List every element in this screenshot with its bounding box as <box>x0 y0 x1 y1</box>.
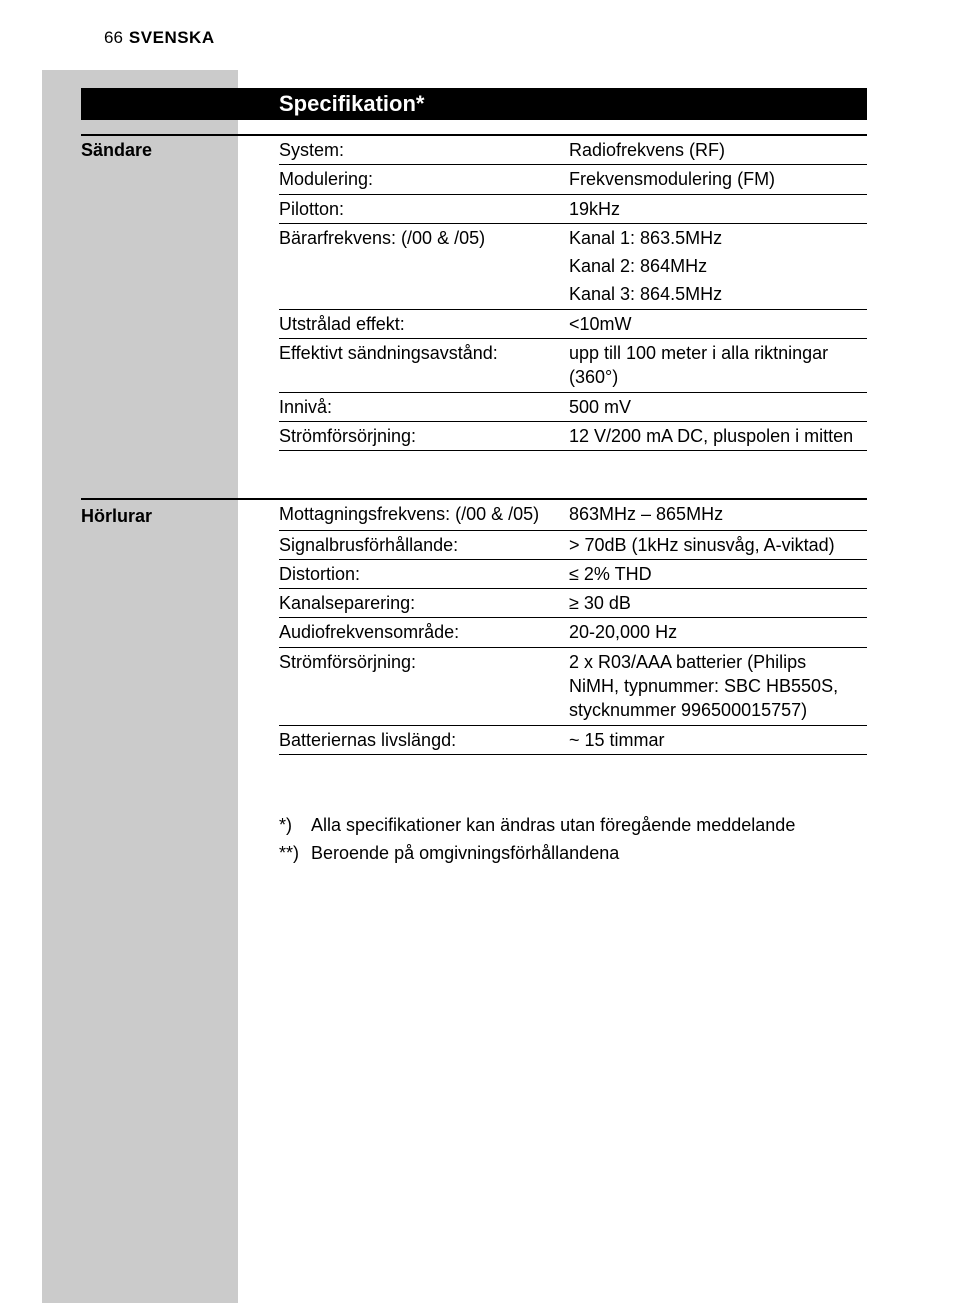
spec-label <box>279 252 569 280</box>
spec-label <box>279 280 569 309</box>
spec-label: Strömförsörjning: <box>279 647 569 725</box>
page-number: 66 <box>104 28 123 47</box>
spec-label: Mottagningsfrekvens: (/00 & /05) <box>279 499 569 530</box>
spec-row: Pilotton:19kHz <box>81 194 867 223</box>
spec-category <box>81 392 279 421</box>
spec-label: Strömförsörjning: <box>279 421 569 450</box>
spec-value: ≥ 30 dB <box>569 589 867 618</box>
spec-row: Strömförsörjning:2 x R03/AAA batterier (… <box>81 647 867 725</box>
section-title: Specifikation* <box>279 91 424 116</box>
spec-row: Utstrålad effekt:<10mW <box>81 309 867 338</box>
spec-category <box>81 165 279 194</box>
spec-value: ~ 15 timmar <box>569 725 867 754</box>
spec-value: Kanal 3: 864.5MHz <box>569 280 867 309</box>
spec-label: Modulering: <box>279 165 569 194</box>
spec-value: > 70dB (1kHz sinusvåg, A-viktad) <box>569 530 867 559</box>
spec-category <box>81 280 279 309</box>
footnote: *)Alla specifikationer kan ändras utan f… <box>279 813 867 837</box>
spec-row: Batteriernas livslängd:~ 15 timmar <box>81 725 867 754</box>
spec-row: Strömförsörjning:12 V/200 mA DC, pluspol… <box>81 421 867 450</box>
spec-row: Distortion:≤ 2% THD <box>81 559 867 588</box>
spec-category <box>81 725 279 754</box>
spec-value: upp till 100 meter i alla riktningar (36… <box>569 339 867 393</box>
spec-row: Modulering:Frekvensmodulering (FM) <box>81 165 867 194</box>
spec-row: Kanal 3: 864.5MHz <box>81 280 867 309</box>
spec-row: HörlurarMottagningsfrekvens: (/00 & /05)… <box>81 499 867 530</box>
spec-row: Effektivt sändningsavstånd:upp till 100 … <box>81 339 867 393</box>
spec-value: ≤ 2% THD <box>569 559 867 588</box>
spec-category <box>81 223 279 252</box>
spec-category <box>81 589 279 618</box>
spec-value: 2 x R03/AAA batterier (Philips NiMH, typ… <box>569 647 867 725</box>
spec-row: Kanal 2: 864MHz <box>81 252 867 280</box>
page-header: 66 SVENSKA <box>104 28 215 48</box>
spec-label: Bärarfrekvens: (/00 & /05) <box>279 223 569 252</box>
section-title-bar: Specifikation* <box>81 88 867 120</box>
spec-row: SändareSystem:Radiofrekvens (RF) <box>81 135 867 165</box>
footnote-text: Beroende på omgivningsförhållandena <box>311 841 619 865</box>
spec-value: <10mW <box>569 309 867 338</box>
spec-value: 19kHz <box>569 194 867 223</box>
spec-category <box>81 421 279 450</box>
spec-label: Kanalseparering: <box>279 589 569 618</box>
spec-label: Utstrålad effekt: <box>279 309 569 338</box>
content: SändareSystem:Radiofrekvens (RF)Moduleri… <box>81 134 867 870</box>
spec-value: 12 V/200 mA DC, pluspolen i mitten <box>569 421 867 450</box>
spec-row: Kanalseparering:≥ 30 dB <box>81 589 867 618</box>
spec-label: Batteriernas livslängd: <box>279 725 569 754</box>
spec-value: Frekvensmodulering (FM) <box>569 165 867 194</box>
footnote-mark: **) <box>279 841 311 865</box>
spec-value: Kanal 1: 863.5MHz <box>569 223 867 252</box>
spec-row: Innivå:500 mV <box>81 392 867 421</box>
page-language: SVENSKA <box>129 28 215 47</box>
footnote-mark: *) <box>279 813 311 837</box>
spec-value: Radiofrekvens (RF) <box>569 135 867 165</box>
spec-category <box>81 618 279 647</box>
spec-label: Effektivt sändningsavstånd: <box>279 339 569 393</box>
spec-table: SändareSystem:Radiofrekvens (RF)Moduleri… <box>81 134 867 755</box>
spec-row: Audiofrekvensområde:20-20,000 Hz <box>81 618 867 647</box>
spec-label: Pilotton: <box>279 194 569 223</box>
spec-label: Audiofrekvensområde: <box>279 618 569 647</box>
spec-row: Bärarfrekvens: (/00 & /05)Kanal 1: 863.5… <box>81 223 867 252</box>
spec-category <box>81 530 279 559</box>
spec-row: Signalbrusförhållande:> 70dB (1kHz sinus… <box>81 530 867 559</box>
spec-label: System: <box>279 135 569 165</box>
footnote-text: Alla specifikationer kan ändras utan för… <box>311 813 795 837</box>
spec-value: 20-20,000 Hz <box>569 618 867 647</box>
spec-category <box>81 252 279 280</box>
spec-category: Sändare <box>81 135 279 165</box>
spec-category: Hörlurar <box>81 499 279 530</box>
spec-value: 863MHz – 865MHz <box>569 499 867 530</box>
spec-category <box>81 339 279 393</box>
spec-label: Distortion: <box>279 559 569 588</box>
spec-label: Innivå: <box>279 392 569 421</box>
footnote: **)Beroende på omgivningsförhållandena <box>279 841 867 865</box>
spec-category <box>81 559 279 588</box>
spec-value: Kanal 2: 864MHz <box>569 252 867 280</box>
spec-category <box>81 647 279 725</box>
spec-value: 500 mV <box>569 392 867 421</box>
spec-category <box>81 309 279 338</box>
spec-label: Signalbrusförhållande: <box>279 530 569 559</box>
spec-category <box>81 194 279 223</box>
footnotes: *)Alla specifikationer kan ändras utan f… <box>279 813 867 866</box>
